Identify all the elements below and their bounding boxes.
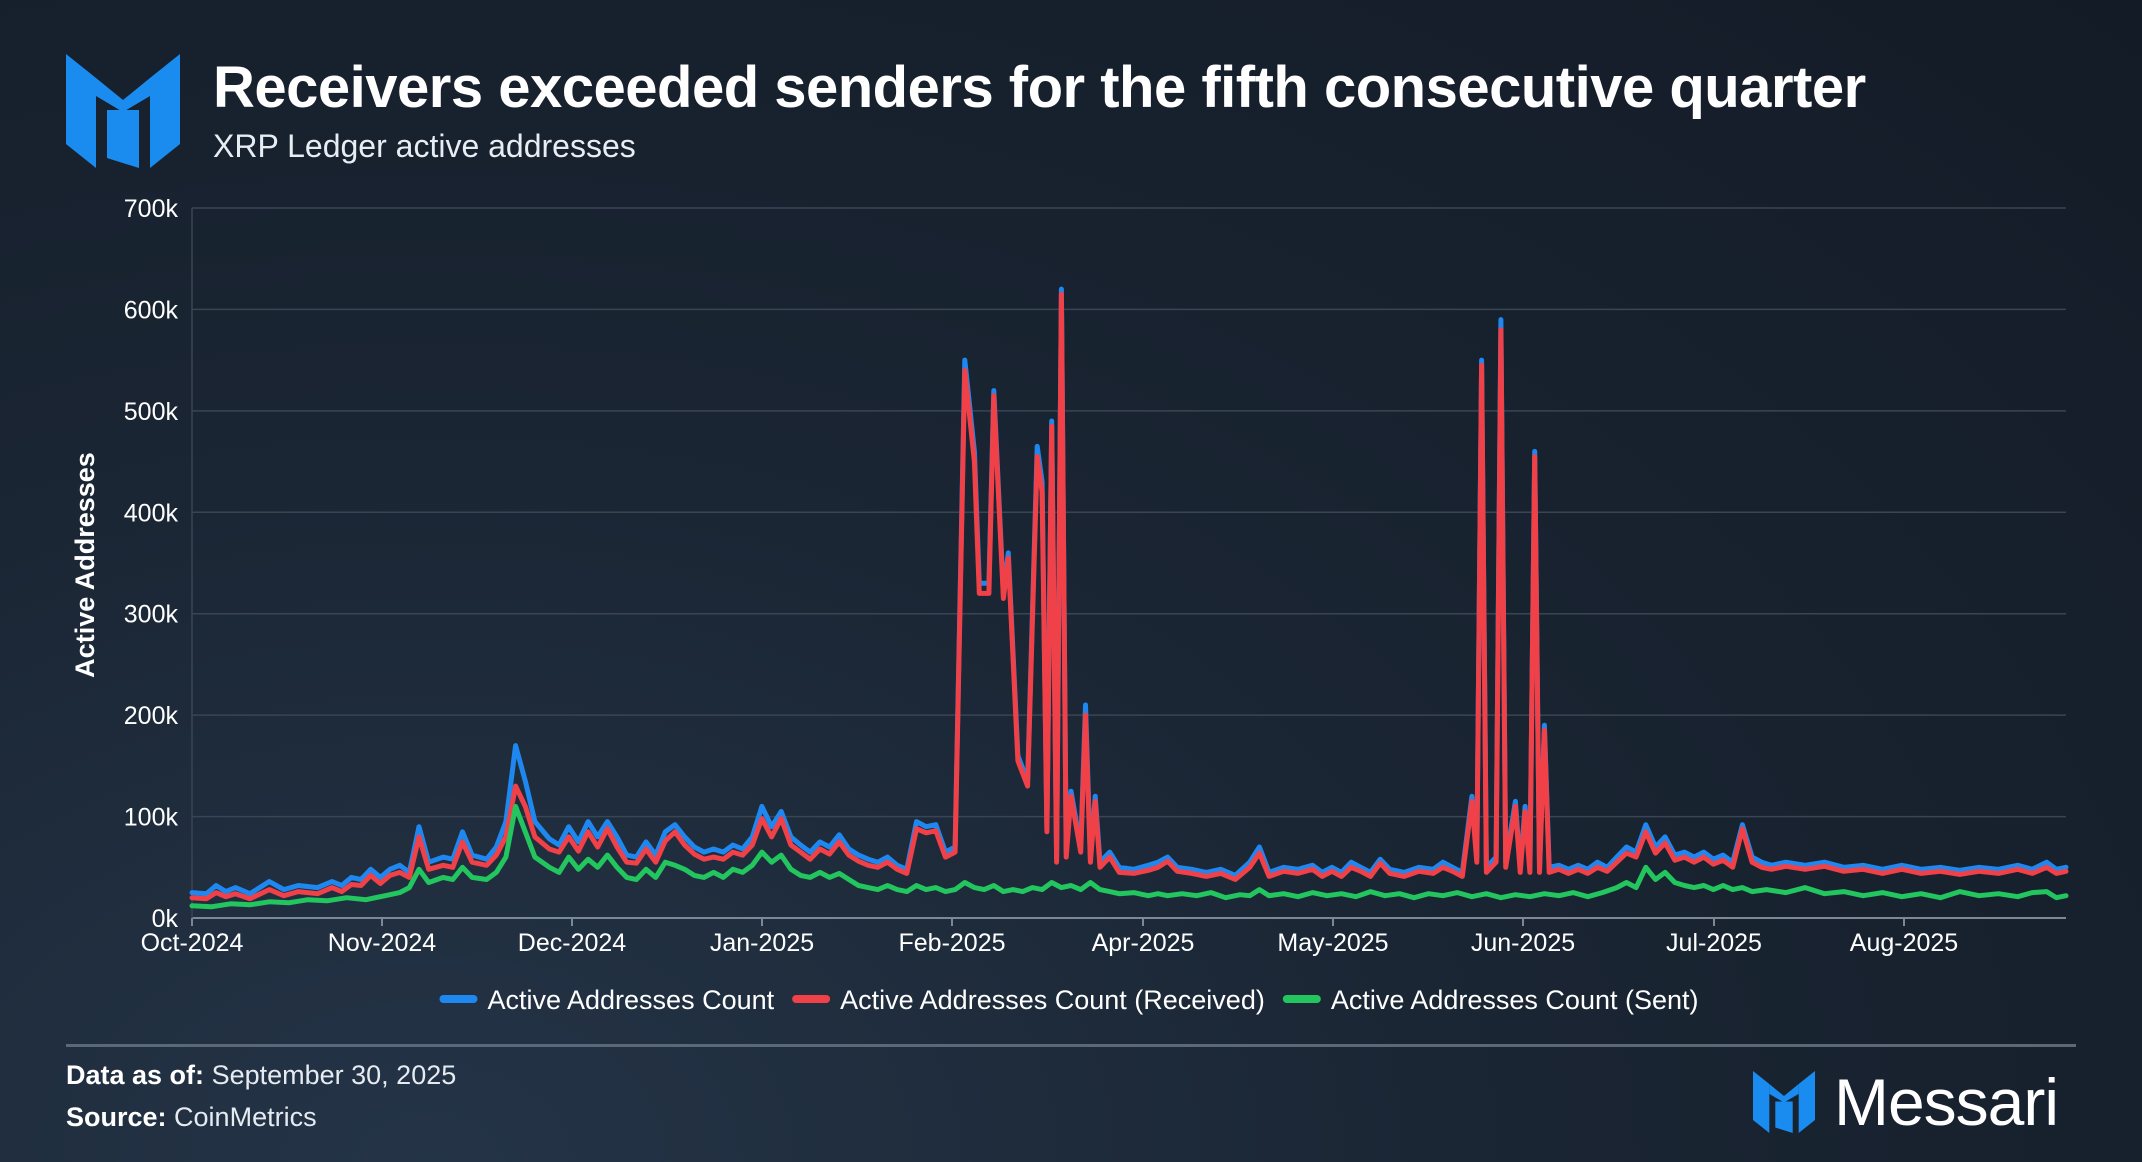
- y-tick-label: 200k: [124, 702, 179, 730]
- y-tick-label: 700k: [124, 195, 179, 223]
- y-axis-ticks: 0k 100k 200k 300k 400k 500k 600k 700k: [124, 195, 179, 933]
- x-tick-label: Dec-2024: [518, 929, 626, 957]
- legend-label-sent: Active Addresses Count (Sent): [1331, 985, 1699, 1015]
- footer-divider: [66, 1044, 2076, 1047]
- data-as-of-value: September 30, 2025: [211, 1060, 457, 1090]
- x-tick-label: Jun-2025: [1471, 929, 1575, 957]
- chart-title: Receivers exceeded senders for the fifth…: [213, 55, 1866, 120]
- legend-label-total: Active Addresses Count: [487, 985, 774, 1015]
- legend-label-received: Active Addresses Count (Received): [840, 985, 1265, 1015]
- messari-logo-icon: [66, 54, 180, 168]
- messari-brand-icon: [1753, 1071, 1815, 1133]
- x-tick-label: May-2025: [1277, 929, 1388, 957]
- series-line-received: [189, 291, 2069, 902]
- source-label: Source:: [66, 1102, 167, 1132]
- x-axis-ticks: Oct-2024 Nov-2024 Dec-2024 Jan-2025 Feb-2025…: [141, 918, 1958, 957]
- series-line-sent: [189, 803, 2069, 910]
- legend: Active Addresses Count Active Addresses C…: [439, 985, 1699, 1015]
- series-line-total: [189, 286, 2069, 897]
- x-tick-label: Apr-2025: [1092, 929, 1195, 957]
- x-tick-label: Feb-2025: [898, 929, 1005, 957]
- y-tick-label: 100k: [124, 804, 179, 832]
- source-value: CoinMetrics: [174, 1102, 317, 1132]
- series-lines: [189, 286, 2069, 910]
- data-as-of-label: Data as of:: [66, 1060, 205, 1090]
- brand-logo: Messari: [1752, 1064, 2059, 1140]
- source: Source: CoinMetrics: [66, 1102, 317, 1133]
- brand-name: Messari: [1834, 1065, 2059, 1139]
- y-tick-label: 0k: [152, 905, 179, 933]
- line-chart: 0k 100k 200k 300k 400k 500k 600k 700k Oct-2024 N…: [70, 195, 2069, 1015]
- x-tick-label: Nov-2024: [328, 929, 436, 957]
- y-axis-label: Active Addresses: [70, 452, 100, 678]
- grid-lines: [191, 207, 2066, 919]
- data-as-of: Data as of: September 30, 2025: [66, 1060, 456, 1091]
- chart-subtitle: XRP Ledger active addresses: [213, 128, 636, 164]
- y-tick-label: 400k: [124, 499, 179, 527]
- y-tick-label: 500k: [124, 398, 179, 426]
- x-tick-label: Jul-2025: [1666, 929, 1762, 957]
- y-tick-label: 600k: [124, 296, 179, 324]
- x-tick-label: Oct-2024: [141, 929, 244, 957]
- y-tick-label: 300k: [124, 601, 179, 629]
- x-tick-label: Jan-2025: [710, 929, 814, 957]
- x-tick-label: Aug-2025: [1850, 929, 1958, 957]
